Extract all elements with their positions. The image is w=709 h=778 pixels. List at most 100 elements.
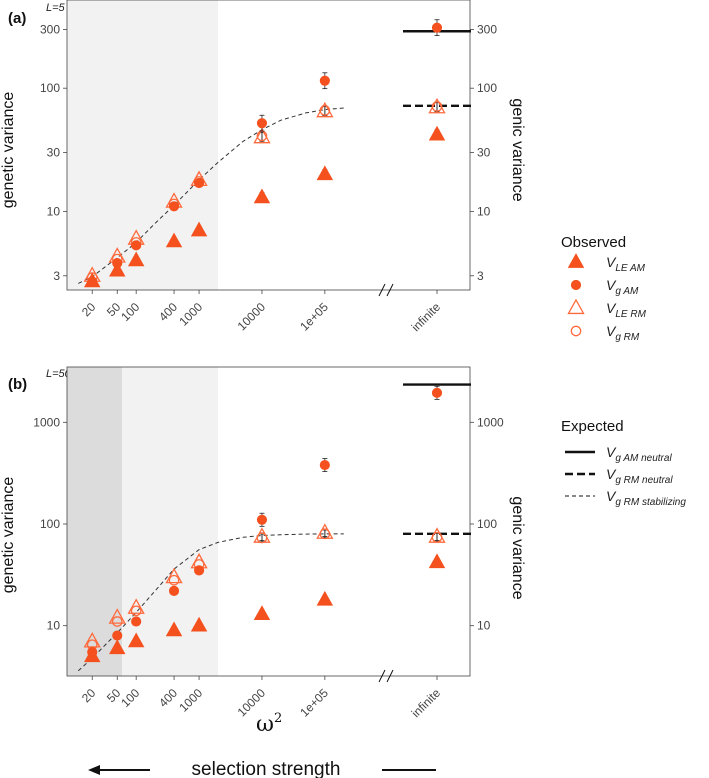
data-point	[431, 22, 443, 33]
data-point	[190, 616, 208, 632]
panel-a-ylabel: genetic variance	[0, 92, 17, 209]
data-point	[431, 101, 443, 112]
data-point	[431, 387, 443, 398]
y-tick-label-right: 10	[477, 204, 491, 218]
legend-observed-label: VLE AM	[606, 254, 646, 274]
data-point	[127, 598, 145, 614]
x-tick-label: 100	[118, 300, 142, 324]
legend-label-base: V	[606, 277, 617, 293]
x-tick-label: infinite	[409, 686, 444, 721]
x-axis-title: ω2	[256, 711, 282, 737]
data-point	[428, 125, 446, 141]
axis-break-mark	[378, 669, 386, 683]
legend-label-subscript: LE RM	[615, 309, 646, 320]
stabilizing-curve	[77, 533, 344, 672]
panel-b-ylabel: genetic variance	[0, 477, 17, 594]
panel-a-label: (a)	[8, 10, 26, 27]
legend-marker	[570, 325, 582, 337]
y-tick-label-right: 300	[477, 22, 497, 36]
x-tick-label: 1000	[176, 686, 205, 715]
data-point	[168, 574, 180, 586]
data-point	[87, 647, 98, 658]
panel-b-label: (b)	[8, 376, 27, 393]
y-tick-label-left: 10	[47, 619, 61, 633]
data-point	[256, 532, 268, 544]
legend-label-subscript: g RM	[615, 332, 640, 343]
data-point	[83, 632, 101, 648]
data-point	[193, 177, 205, 189]
data-point	[316, 165, 334, 181]
legend-label-subscript: g AM neutral	[615, 453, 672, 464]
data-point	[168, 201, 180, 212]
legend-label-subscript: g AM	[615, 286, 639, 297]
panel-border	[66, 0, 471, 291]
legend-observed-label: Vg RM	[606, 323, 640, 343]
data-point	[165, 567, 183, 584]
y-tick-label-right: 30	[477, 146, 491, 160]
data-point	[319, 528, 331, 540]
selection-strength: selection strength	[88, 759, 436, 778]
data-point	[253, 605, 271, 620]
legend-label-base: V	[606, 488, 617, 504]
selection-arrow-head	[88, 765, 100, 775]
data-point	[127, 632, 145, 648]
shaded-region	[67, 0, 218, 290]
legend-observed-label: VLE RM	[606, 300, 647, 320]
legend-expected-title: Expected	[561, 418, 624, 435]
x-axis-omega: ω	[256, 712, 274, 737]
y-tick-label-left: 300	[40, 22, 60, 36]
axis-break-mark	[386, 283, 394, 297]
data-point	[428, 553, 446, 569]
legend-expected-label: Vg RM stabilizing	[606, 488, 686, 508]
panel-border	[66, 366, 471, 677]
data-point	[109, 261, 126, 277]
data-point	[253, 127, 271, 144]
legend-label-base: V	[606, 444, 617, 460]
y-tick-label-right: 100	[477, 517, 497, 531]
legend-label-base: V	[606, 300, 617, 316]
data-point	[431, 531, 443, 543]
selection-strength-label: selection strength	[192, 759, 341, 778]
legend-label-subscript: g RM stabilizing	[615, 497, 686, 508]
panel-b-annotation: L=50	[46, 368, 72, 380]
legend-observed-label: Vg AM	[606, 277, 639, 297]
data-point	[428, 97, 446, 114]
x-tick-label: 20	[79, 300, 99, 320]
legend-observed-title: Observed	[561, 234, 626, 251]
y-tick-label-left: 10	[47, 204, 61, 218]
legend-expected-label: Vg RM neutral	[606, 466, 673, 486]
y-tick-label-left: 100	[40, 81, 60, 95]
y-tick-label-right: 1000	[477, 415, 504, 429]
legend-marker	[567, 253, 585, 268]
legend-expected-label: Vg AM neutral	[606, 444, 672, 464]
data-point	[190, 221, 208, 237]
x-tick-label: 1e+05	[297, 686, 331, 720]
x-tick-label: 20	[79, 686, 99, 706]
legend-label-subscript: g RM neutral	[615, 475, 673, 486]
data-point	[112, 258, 123, 269]
data-point	[168, 585, 180, 596]
legend-label-base: V	[606, 466, 617, 482]
panel-b-ylabel-right: genic variance	[509, 496, 526, 599]
y-tick-label-left: 100	[40, 517, 60, 531]
data-point	[131, 616, 142, 627]
x-tick-label: 1e+05	[297, 300, 331, 334]
data-point	[319, 75, 330, 86]
data-point	[112, 630, 123, 641]
data-point	[127, 251, 145, 267]
y-tick-label-right: 100	[477, 81, 497, 95]
legend-marker	[570, 279, 582, 291]
legend-label-base: V	[606, 254, 617, 270]
data-point	[111, 616, 123, 627]
data-point	[87, 276, 98, 287]
data-point	[319, 459, 330, 471]
data-point	[319, 105, 331, 116]
axis-break-mark	[386, 669, 394, 683]
data-point	[131, 240, 142, 251]
y-tick-label-right: 3	[477, 269, 484, 283]
